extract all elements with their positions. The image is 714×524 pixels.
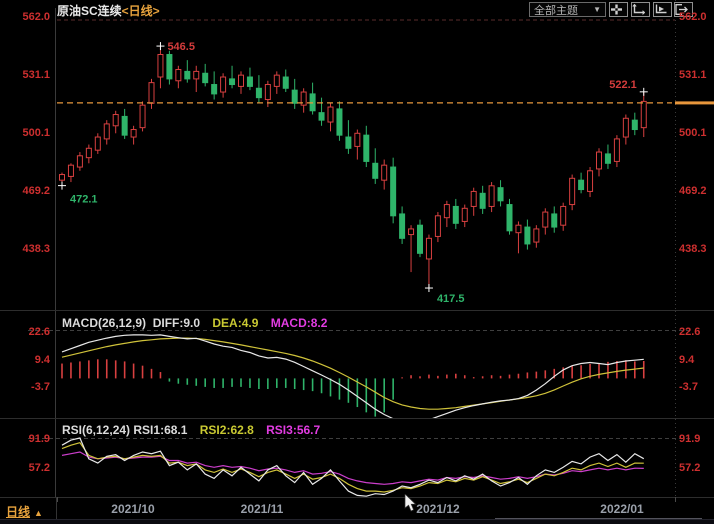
diff-line (61, 334, 644, 418)
bottom-left-border (56, 497, 57, 519)
macd-axis-label: -3.7 (679, 381, 698, 393)
price-axis-label: 562.0 (679, 11, 707, 23)
x-axis-tick (675, 497, 676, 502)
price-axis-label: 469.2 (679, 185, 707, 197)
axis-price-marker (675, 101, 714, 105)
macd-panel-chart[interactable] (0, 310, 714, 418)
exit-icon (675, 4, 688, 15)
rsi3-value: RSI3:56.7 (266, 423, 321, 437)
macd-header: MACD(26,12,9) DIFF:9.0 DEA:4.9 MACD:8.2 (62, 316, 327, 330)
rsi-axis-label: 91.9 (28, 433, 50, 445)
price-axis-label: 438.3 (22, 243, 50, 255)
candles (59, 46, 647, 289)
rsi-name: RSI(6,12,24) RSI1:68.1 (62, 423, 188, 437)
chevron-down-icon: ▼ (593, 5, 601, 14)
exit-button[interactable] (674, 2, 693, 17)
rsi2-line (61, 442, 644, 493)
macd-dea-value: DEA:4.9 (212, 316, 259, 330)
symbol-name: 原油SC连续 (57, 4, 122, 18)
pan-button[interactable] (609, 2, 628, 17)
mouse-cursor (404, 494, 417, 512)
triangle-up-icon: ▲ (34, 508, 43, 518)
period-tab-label: 日线 (6, 505, 31, 519)
x-axis-month-label: 2021/12 (416, 502, 460, 516)
macd-axis-label: 9.4 (679, 354, 695, 366)
theme-dropdown[interactable]: 全部主题 ▼ (529, 2, 606, 17)
price-axis-label: 438.3 (679, 243, 707, 255)
price-axis-label: 500.1 (22, 127, 50, 139)
axis-zoom-icon (632, 4, 645, 15)
axis-zoom-button[interactable] (631, 2, 650, 17)
rsi-header: RSI(6,12,24) RSI1:68.1 RSI2:62.8 RSI3:56… (62, 423, 320, 437)
macd-axis-label: 22.6 (28, 326, 50, 338)
rsi-panel-chart[interactable] (0, 418, 714, 497)
rsi1-line (61, 437, 645, 497)
price-annotation: 472.1 (70, 194, 98, 206)
axis-play-button[interactable] (653, 2, 672, 17)
macd-histogram (61, 359, 645, 417)
macd-axis-label: 9.4 (34, 354, 50, 366)
price-annotation: 546.5 (167, 41, 195, 53)
rsi-axis-label: 57.2 (679, 462, 701, 474)
price-axis-label: 469.2 (22, 185, 50, 197)
rsi-axis-label: 57.2 (28, 462, 50, 474)
period-tab-daily[interactable]: 日线 ▲ (6, 503, 43, 520)
scrollbar-thumb[interactable] (495, 518, 702, 519)
period-label: <日线> (121, 4, 160, 18)
price-annotation: 522.1 (609, 79, 637, 91)
theme-dropdown-label: 全部主题 (534, 4, 578, 17)
price-axis-label: 531.1 (679, 69, 707, 81)
macd-axis-label: 22.6 (679, 326, 701, 338)
macd-axis-label: -3.7 (31, 381, 50, 393)
rsi-axis-label: 91.9 (679, 433, 701, 445)
dea-line (61, 337, 644, 410)
x-axis-month-label: 2022/01 (600, 502, 644, 516)
macd-name: MACD(26,12,9) DIFF:9.0 (62, 316, 201, 330)
pan-crosshair-icon (611, 4, 622, 15)
price-axis-label: 500.1 (679, 127, 707, 139)
macd-macd-value: MACD:8.2 (270, 316, 328, 330)
rsi2-value: RSI2:62.8 (199, 423, 254, 437)
candlestick-chart[interactable]: 546.5 472.1 417.5 522.1 (0, 0, 714, 310)
x-axis-month-label: 2021/10 (111, 502, 155, 516)
bottom-scrollbar-track[interactable] (0, 519, 714, 524)
price-annotation: 417.5 (437, 293, 465, 305)
rsi3-line (61, 451, 644, 485)
price-axis-label: 531.1 (22, 69, 50, 81)
x-axis-month-label: 2021/11 (240, 502, 284, 516)
price-axis-label: 562.0 (22, 11, 50, 23)
axis-play-icon (655, 4, 667, 14)
chart-title: 原油SC连续<日线> (57, 2, 160, 19)
bottom-separator (0, 497, 714, 498)
x-axis-tick (57, 497, 58, 502)
